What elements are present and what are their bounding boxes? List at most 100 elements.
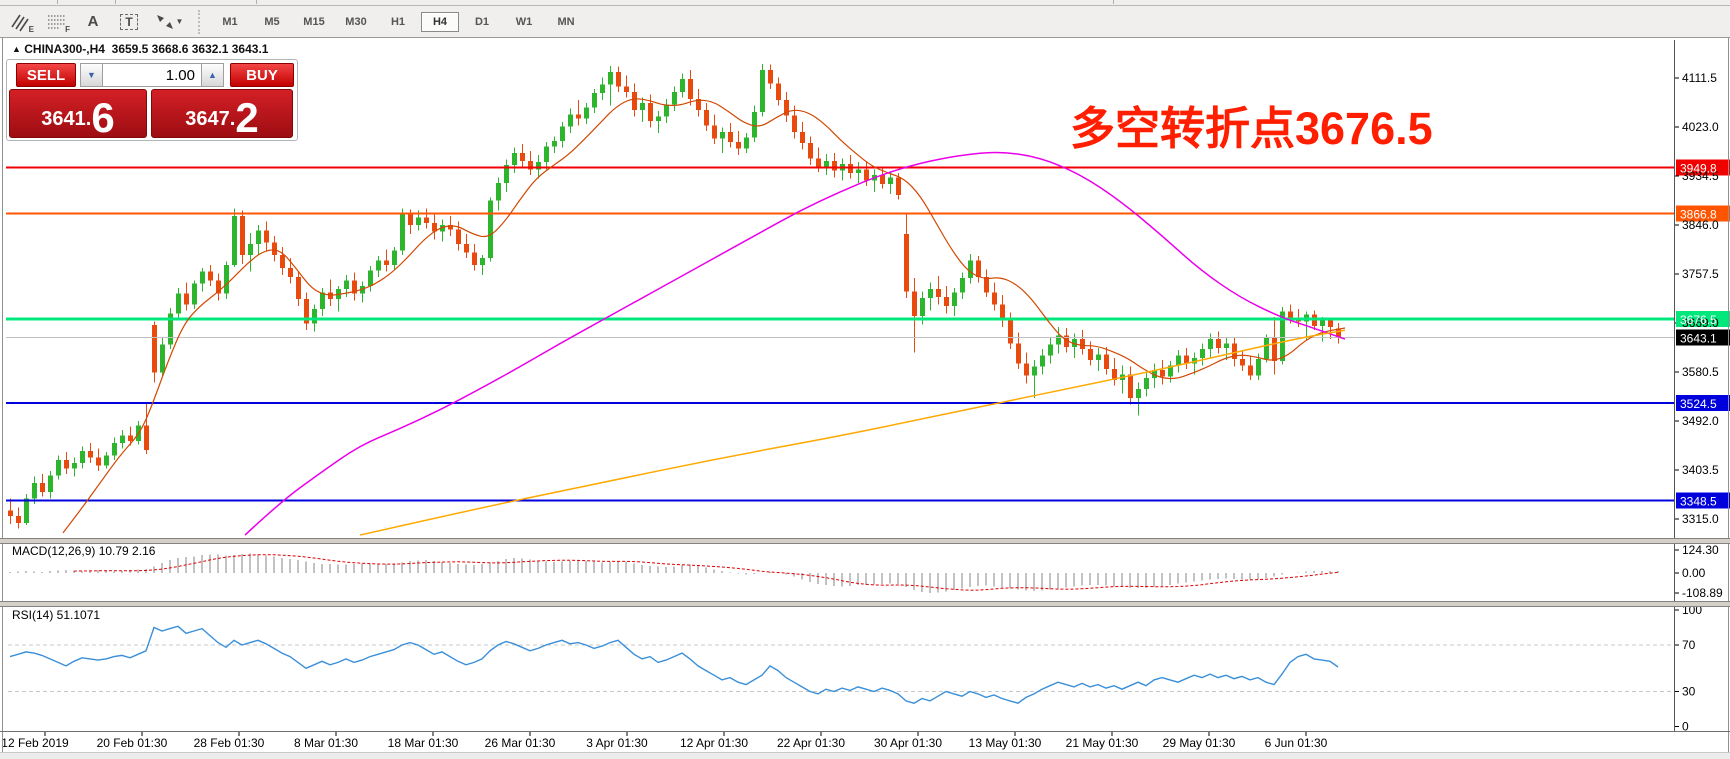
text-label-glyph: A xyxy=(87,13,99,30)
timeframe-button-m30[interactable]: M30 xyxy=(345,15,367,28)
price-tick-label: 3934.5 xyxy=(1682,169,1719,183)
candle-body xyxy=(176,293,181,314)
text-box-glyph: T xyxy=(120,13,138,30)
text-label-icon[interactable]: A xyxy=(78,10,108,34)
price-level-label: 3676.5 xyxy=(1680,313,1717,327)
price-level-label-bg xyxy=(1676,310,1730,327)
candle-body xyxy=(928,289,933,299)
volume-decrease-button[interactable]: ▼ xyxy=(80,63,103,87)
sell-price-button[interactable]: 3641. 6 xyxy=(9,89,147,138)
one-click-trade-widget: SELL ▼ ▲ BUY 3641.6 3647.2 xyxy=(6,59,298,141)
timeframe-button-w1[interactable]: W1 xyxy=(515,15,533,28)
window-frame xyxy=(1728,38,1729,752)
buy-button[interactable]: BUY xyxy=(230,63,294,87)
price-level-label: 3949.8 xyxy=(1680,162,1717,176)
candle-body xyxy=(272,242,277,255)
candle-body xyxy=(800,131,805,144)
timeframe-button-h4[interactable]: H4 xyxy=(421,11,459,32)
toolbar-separator xyxy=(198,9,203,34)
period-grid-icon[interactable]: F xyxy=(42,10,72,34)
candle-body xyxy=(8,510,13,517)
chart-window[interactable] xyxy=(0,37,1730,759)
candle-body xyxy=(1144,377,1149,389)
buy-price-button[interactable]: 3647. 2 xyxy=(151,89,293,138)
candle-body xyxy=(24,498,29,523)
candle-body xyxy=(960,278,965,293)
volume-increase-button[interactable]: ▲ xyxy=(201,63,224,87)
candle-body xyxy=(880,175,885,185)
candle-body xyxy=(408,213,413,226)
candle-body xyxy=(384,260,389,265)
timeframe-button-mn[interactable]: MN xyxy=(557,15,575,28)
panel-separator[interactable] xyxy=(0,601,1730,607)
volume-input[interactable] xyxy=(103,63,201,87)
candle-body xyxy=(576,114,581,119)
symbol-name: CHINA300-,H4 xyxy=(24,42,105,56)
text-box-icon[interactable]: T xyxy=(114,10,144,34)
candle-body xyxy=(1216,339,1221,348)
candle-body xyxy=(400,213,405,251)
candle-body xyxy=(496,182,501,201)
candle-body xyxy=(600,84,605,94)
price-tick-label: 4023.0 xyxy=(1682,120,1719,134)
candle-body xyxy=(1328,320,1333,327)
candle-body xyxy=(488,200,493,259)
chevron-down-icon: ▼ xyxy=(87,70,96,80)
candle-body xyxy=(1288,311,1293,319)
price-tick-label: 3846.0 xyxy=(1682,218,1719,232)
price-level-label-bg xyxy=(1676,205,1730,222)
candle-body xyxy=(112,443,117,456)
window-frame xyxy=(2,38,3,752)
candle-body xyxy=(1032,366,1037,376)
macd-signal-line xyxy=(73,554,1339,591)
crosshair-cursor-icon[interactable]: ▼ xyxy=(150,10,188,34)
collapse-triangle-icon[interactable]: ▲ xyxy=(12,44,21,54)
toolbar-separator xyxy=(115,0,116,4)
time-axis-label: 26 Mar 01:30 xyxy=(485,736,556,750)
candle-body xyxy=(464,243,469,253)
candle-body xyxy=(648,103,653,121)
candle-body xyxy=(208,271,213,281)
candle-body xyxy=(864,169,869,181)
sell-button[interactable]: SELL xyxy=(16,63,76,87)
timeframe-buttons: M1 M5 M15 M30 H1 H4 D1 W1 MN xyxy=(209,11,587,32)
candle-body xyxy=(416,217,421,226)
chevron-down-icon: ▼ xyxy=(175,17,184,26)
bottom-strip xyxy=(0,752,1730,759)
candle-body xyxy=(976,260,981,278)
candle-body xyxy=(1272,337,1277,362)
candle-body xyxy=(1000,304,1005,321)
sell-price-frac: 6 xyxy=(91,93,115,141)
timeframe-button-d1[interactable]: D1 xyxy=(474,15,490,28)
candle-body xyxy=(544,146,549,162)
timeframe-button-h1[interactable]: H1 xyxy=(390,15,406,28)
price-level-label-bg xyxy=(1676,395,1730,412)
candle-body xyxy=(720,131,725,139)
candle-body xyxy=(1128,374,1133,398)
candle-body xyxy=(128,435,133,441)
candle-body xyxy=(48,475,53,492)
indicators-chart-icon[interactable]: E xyxy=(6,10,36,34)
panel-separator[interactable] xyxy=(0,538,1730,544)
candle-body xyxy=(1040,355,1045,367)
candle-body xyxy=(656,116,661,121)
time-axis-label: 29 May 01:30 xyxy=(1163,736,1236,750)
timeframe-button-m15[interactable]: M15 xyxy=(303,15,325,28)
candle-body xyxy=(592,93,597,108)
candle-body xyxy=(1224,343,1229,348)
time-axis-label: 21 May 01:30 xyxy=(1066,736,1139,750)
candle-body xyxy=(688,78,693,99)
time-axis-label: 6 Jun 01:30 xyxy=(1265,736,1328,750)
buy-price-int: 3647 xyxy=(185,108,230,130)
timeframe-button-m5[interactable]: M5 xyxy=(264,15,280,28)
candle-body xyxy=(792,115,797,132)
candle-body xyxy=(320,292,325,310)
icon-badge: F xyxy=(65,24,70,34)
candle-body xyxy=(1240,358,1245,366)
candle-body xyxy=(64,459,69,469)
time-axis-label: 13 May 01:30 xyxy=(969,736,1042,750)
candle-body xyxy=(1256,358,1261,376)
candle-body xyxy=(1280,311,1285,362)
timeframe-button-m1[interactable]: M1 xyxy=(222,15,238,28)
